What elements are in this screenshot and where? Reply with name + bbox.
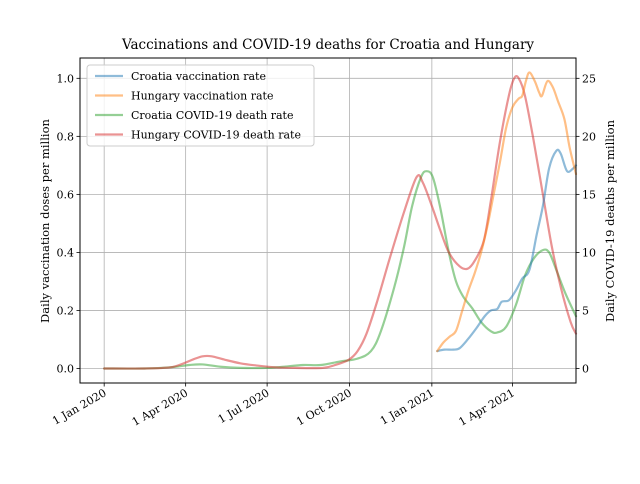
y-axis-left: 0.0 0.2 0.4 0.6 0.8 1.0 xyxy=(57,72,80,375)
y-right-tick-label: 20 xyxy=(582,130,596,143)
legend-label: Hungary vaccination rate xyxy=(131,90,273,103)
y-axis-right-label: Daily COVID-19 deaths per million xyxy=(603,119,617,322)
y-right-tick-label: 0 xyxy=(582,362,589,375)
series-lines xyxy=(103,71,578,370)
legend-label: Croatia vaccination rate xyxy=(131,70,266,83)
y-right-tick-label: 25 xyxy=(582,72,596,85)
y-left-tick-label: 1.0 xyxy=(57,72,75,85)
y-left-tick-label: 0.8 xyxy=(57,130,75,143)
legend-label: Hungary COVID-19 death rate xyxy=(131,129,301,142)
y-right-tick-label: 5 xyxy=(582,304,589,317)
y-right-tick-label: 10 xyxy=(582,246,596,259)
y-right-tick-label: 15 xyxy=(582,188,596,201)
y-left-tick-label: 0.6 xyxy=(57,188,75,201)
legend: Croatia vaccination rate Hungary vaccinat… xyxy=(86,64,315,147)
series-line-hungary-covid-19-death-rate xyxy=(103,75,578,370)
legend-label: Croatia COVID-19 death rate xyxy=(131,109,293,122)
y-left-tick-label: 0.4 xyxy=(57,246,75,259)
y-left-tick-label: 0.0 xyxy=(57,362,75,375)
legend-box xyxy=(86,64,315,147)
plot-frame xyxy=(79,57,577,384)
series-line-croatia-vaccination-rate xyxy=(436,148,578,353)
y-left-tick-label: 0.2 xyxy=(57,304,75,317)
series-line-hungary-vaccination-rate xyxy=(436,71,578,353)
y-axis-right: 0 5 10 15 20 25 xyxy=(576,72,596,375)
y-axis-left-label: Daily vaccination doses per million xyxy=(38,118,52,322)
chart-title: Vaccinations and COVID-19 deaths for Cro… xyxy=(121,37,534,53)
